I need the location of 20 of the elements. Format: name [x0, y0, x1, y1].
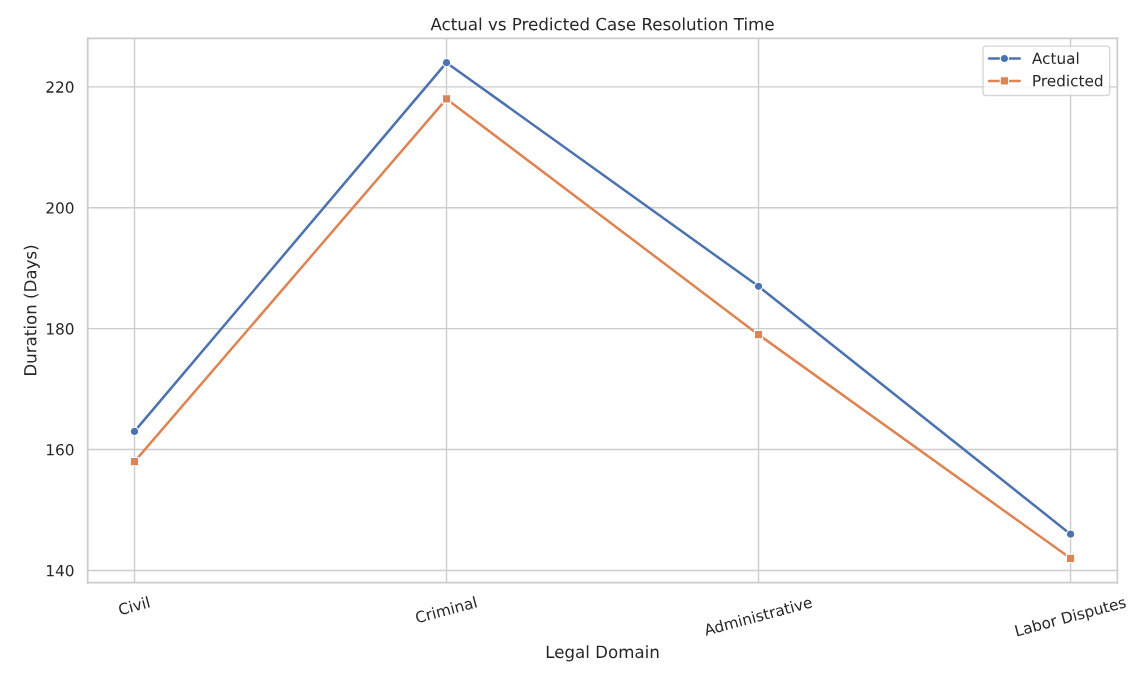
y-tick-label: 140	[47, 564, 74, 577]
point	[753, 281, 764, 292]
y-tick-label: 180	[47, 323, 74, 335]
legend-label: Predicted	[1033, 74, 1103, 87]
point	[129, 456, 140, 467]
x-tick-label: Labor Disputes	[1014, 595, 1128, 640]
x-tick-label: Civil	[117, 596, 150, 616]
y-axis-title: Duration (Days)	[23, 245, 40, 376]
point	[753, 329, 764, 340]
point	[1065, 529, 1076, 539]
point	[1065, 553, 1076, 564]
y-tick-label: 160	[47, 444, 74, 456]
point	[441, 94, 452, 104]
y-tick-label: 200	[46, 202, 74, 214]
point	[441, 57, 452, 68]
chart-title: Actual vs Predicted Case Resolution Time	[430, 17, 774, 31]
y-tick-label: 220	[46, 81, 74, 93]
x-axis-title: Legal Domain	[546, 645, 659, 662]
legend-label: Actual	[1032, 52, 1079, 65]
point	[129, 426, 140, 437]
